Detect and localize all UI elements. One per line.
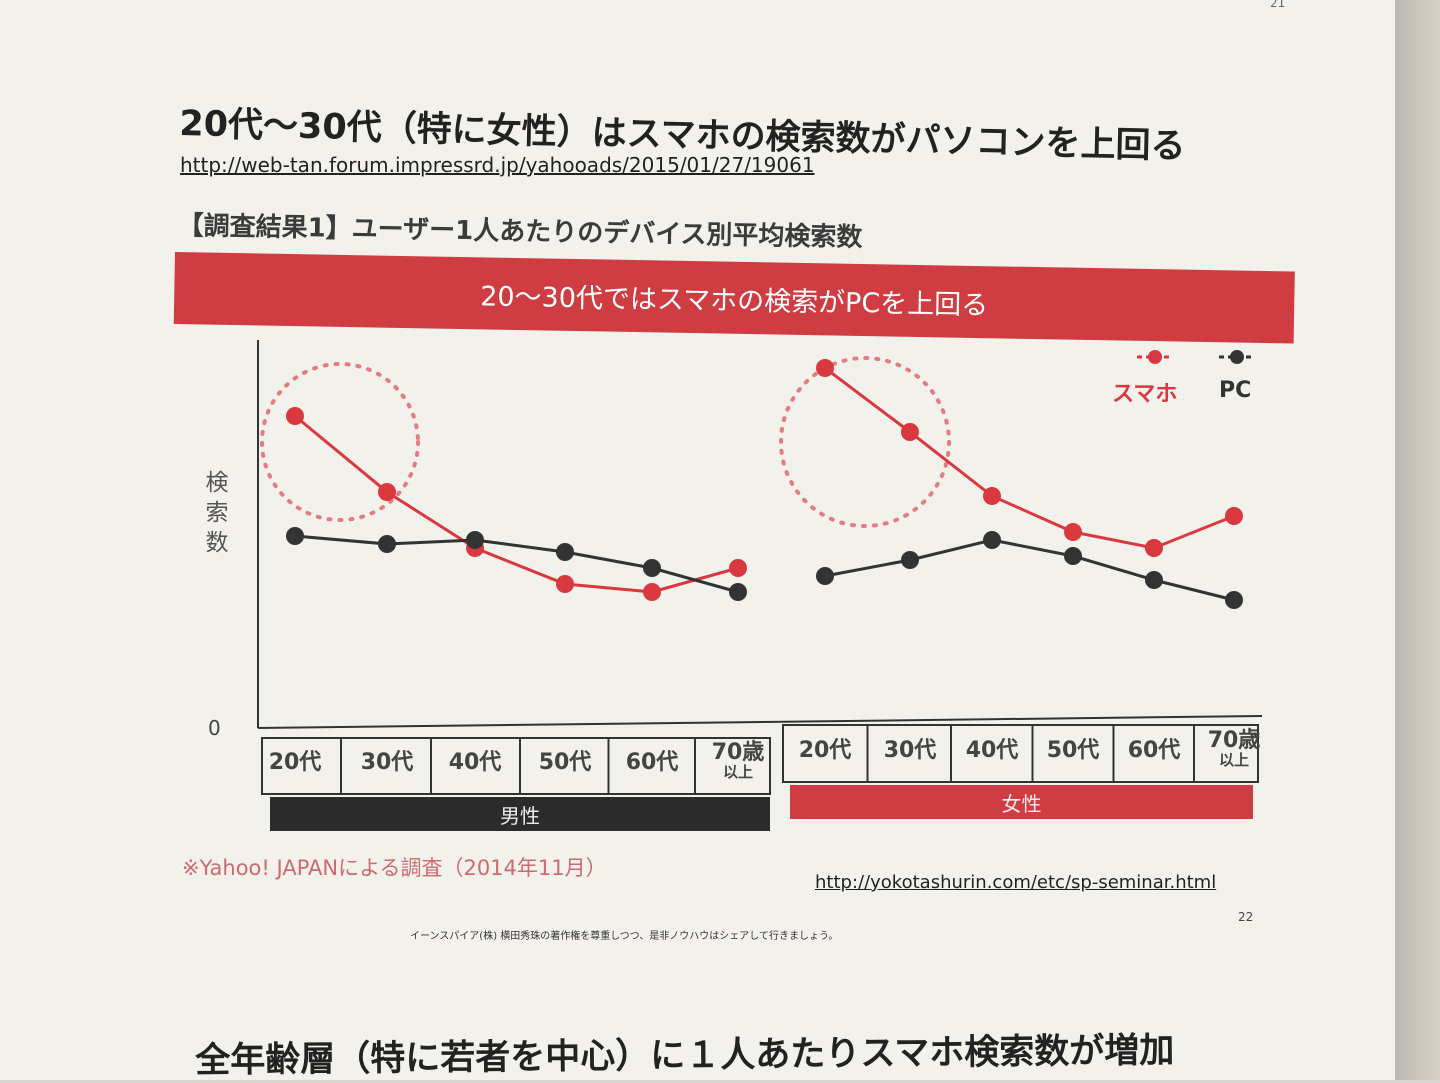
smartphone-point — [901, 423, 919, 441]
group-label-female: 女性 — [790, 785, 1253, 819]
pc-point — [816, 567, 834, 585]
source-url[interactable]: http://web-tan.forum.impressrd.jp/yahooa… — [180, 153, 815, 177]
category-label: 40代 — [448, 750, 502, 775]
document-page — [0, 0, 1395, 1080]
legend-pc-marker — [1230, 350, 1244, 364]
survey-note: ※Yahoo! JAPANによる調査（2014年11月） — [182, 856, 607, 880]
series-line-smartphone — [824, 366, 1235, 550]
series-line-pc — [294, 534, 739, 594]
smartphone-point — [643, 583, 661, 601]
series-line-pc — [824, 538, 1235, 602]
corner-page-number: 21 — [1270, 0, 1286, 10]
pc-point — [1145, 571, 1163, 589]
category-label: 60代 — [625, 750, 679, 775]
smartphone-point — [983, 487, 1001, 505]
smartphone-point — [816, 359, 834, 377]
category-row-1 — [782, 724, 1259, 783]
smartphone-point — [1145, 539, 1163, 557]
smartphone-point — [729, 559, 747, 577]
y-axis-zero-label: 0 — [208, 716, 221, 740]
category-label: 60代 — [1127, 738, 1181, 763]
series-line-smartphone — [294, 414, 739, 594]
smartphone-point — [556, 575, 574, 593]
smartphone-point — [286, 407, 304, 425]
page-number: 22 — [1238, 910, 1254, 924]
category-label: 30代 — [883, 738, 937, 763]
legend-smartphone-marker — [1148, 350, 1162, 364]
x-axis-line — [257, 715, 1263, 729]
legend-pc: PC — [1219, 378, 1252, 403]
category-label: 50代 — [1046, 738, 1100, 763]
pc-point — [286, 527, 304, 545]
group-label-male: 男性 — [270, 797, 770, 831]
category-label: 20代 — [268, 750, 322, 775]
footer-note: イーンスパイア(株) 横田秀珠の著作権を尊重しつつ、是非ノウハウはシェアして行き… — [410, 931, 839, 942]
highlight-circle-female — [779, 356, 951, 528]
pc-point — [556, 543, 574, 561]
category-label: 70歳 以上 — [711, 740, 765, 781]
pc-point — [466, 531, 484, 549]
highlight-circle-male — [260, 362, 420, 522]
y-axis-label: 検索数 — [205, 470, 229, 556]
smartphone-point — [378, 483, 396, 501]
category-label: 70歳 以上 — [1207, 728, 1261, 769]
category-label: 40代 — [965, 738, 1019, 763]
category-label: 20代 — [798, 738, 852, 763]
pc-point — [643, 559, 661, 577]
smartphone-point — [1064, 523, 1082, 541]
category-label: 50代 — [538, 750, 592, 775]
pc-point — [729, 583, 747, 601]
category-row-0 — [261, 737, 771, 795]
pc-point — [378, 535, 396, 553]
pc-point — [983, 531, 1001, 549]
pc-point — [1225, 591, 1243, 609]
pc-point — [901, 551, 919, 569]
smartphone-point — [1225, 507, 1243, 525]
page-edge — [1395, 0, 1440, 1080]
next-slide-heading: 全年齢層（特に若者を中心）に１人あたりスマホ検索数が増加 — [195, 1030, 1175, 1081]
category-label: 30代 — [360, 750, 414, 775]
legend-smartphone: スマホ — [1112, 382, 1178, 407]
source-url-2[interactable]: http://yokotashurin.com/etc/sp-seminar.h… — [815, 872, 1217, 893]
pc-point — [1064, 547, 1082, 565]
